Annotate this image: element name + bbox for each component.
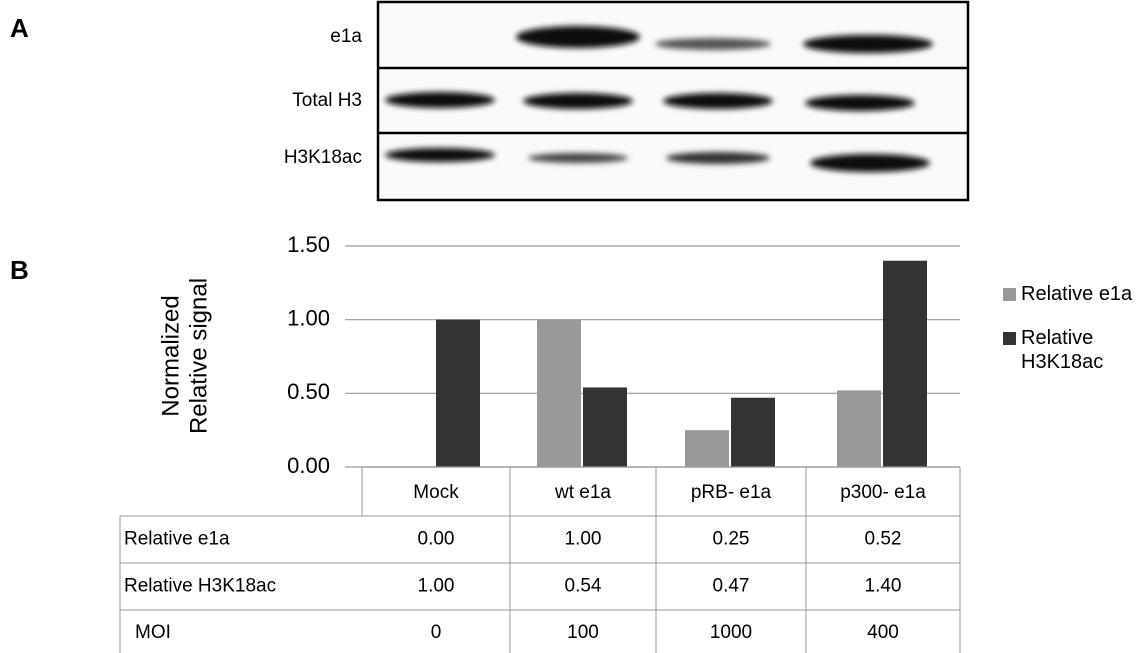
bar (436, 320, 480, 467)
figure: A B e1a Total H3 H3K18ac Normalized Rela… (0, 0, 1141, 653)
legend: Relative e1a Relative H3K18ac (1003, 282, 1133, 394)
table-cell: 100 (567, 622, 599, 643)
panel-label: B (10, 255, 29, 285)
table-cell: 1.00 (418, 576, 455, 597)
x-tick-label: Mock (413, 482, 459, 503)
blot-row-label: e1a (330, 26, 362, 47)
table-cell: 0.00 (418, 529, 455, 550)
y-tick-label: 1.00 (287, 305, 330, 330)
bar (837, 390, 881, 467)
legend-label: Relative H3K18ac (1021, 327, 1103, 373)
legend-swatch (1003, 332, 1016, 345)
y-tick-label: 0.50 (287, 379, 330, 404)
table-row-label: Relative H3K18ac (124, 576, 276, 597)
blot-row-label: Total H3 (292, 90, 362, 111)
y-axis-label: Normalized (157, 295, 184, 416)
table-cell: 1.00 (565, 529, 602, 550)
legend-swatch (1003, 288, 1016, 301)
panel-label: A (10, 13, 29, 43)
legend-label: Relative e1a (1021, 283, 1132, 305)
table-cell: 1000 (710, 622, 752, 643)
y-axis-label: Relative signal (185, 278, 212, 434)
bar (883, 261, 927, 467)
x-tick-label: p300- e1a (840, 482, 926, 503)
table-cell: 400 (867, 622, 899, 643)
table-cell: 0.52 (865, 529, 902, 550)
legend-item: Relative e1a (1003, 282, 1133, 306)
table-row-label: Relative e1a (124, 529, 230, 550)
table-row-label: MOI (135, 622, 171, 643)
bar (685, 430, 729, 467)
chart: A B e1a Total H3 H3K18ac Normalized Rela… (0, 0, 1141, 653)
legend-item: Relative H3K18ac (1003, 326, 1133, 374)
bar (583, 387, 627, 467)
bar (731, 398, 775, 467)
x-tick-label: pRB- e1a (691, 482, 772, 503)
table-cell: 0.25 (713, 529, 750, 550)
table-cell: 0.47 (713, 576, 750, 597)
blot: e1a Total H3 H3K18ac (284, 2, 968, 200)
y-tick-label: 0.00 (287, 453, 330, 478)
blot-row-label: H3K18ac (284, 147, 362, 168)
y-tick-label: 1.50 (287, 232, 330, 257)
x-tick-label: wt e1a (554, 482, 611, 503)
bar (537, 320, 581, 467)
table-cell: 0 (431, 622, 442, 643)
table-cell: 0.54 (565, 576, 602, 597)
table-cell: 1.40 (865, 576, 902, 597)
